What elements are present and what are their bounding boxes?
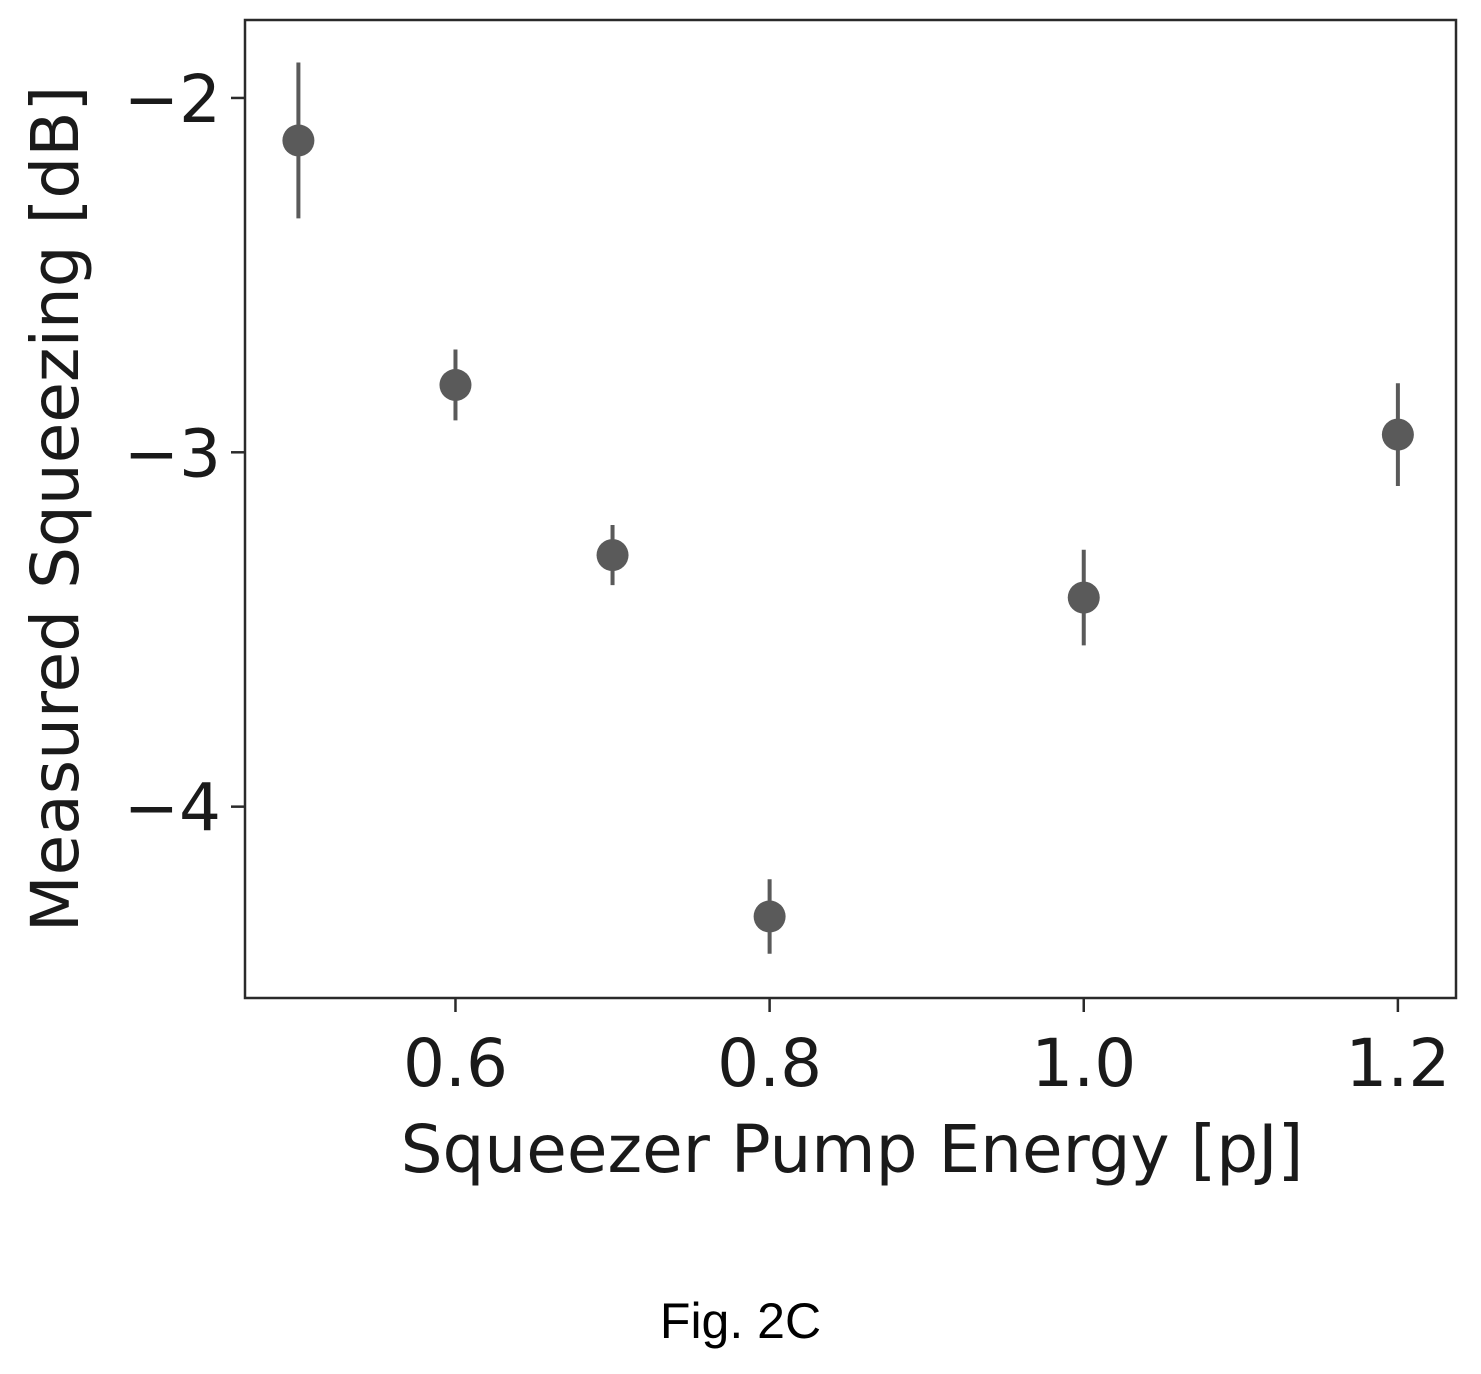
x-tick-label: 1.2: [1345, 1025, 1450, 1102]
y-tick-label: −3: [124, 415, 221, 492]
data-point: [1381, 418, 1414, 451]
y-tick-label: −4: [124, 770, 221, 847]
y-axis-ticks: −2 −3 −4: [124, 61, 245, 847]
y-axis-title: Measured Squeezing [dB]: [17, 86, 94, 933]
data-points: [282, 62, 1414, 954]
data-point: [439, 368, 472, 401]
x-tick-label: 0.6: [403, 1025, 508, 1102]
figure-caption: Fig. 2C: [659, 1293, 822, 1349]
x-tick-label: 0.8: [717, 1025, 822, 1102]
x-tick-label: 1.0: [1031, 1025, 1136, 1102]
data-point: [282, 124, 315, 157]
data-point: [1067, 581, 1100, 614]
y-tick-label: −2: [124, 61, 221, 138]
x-axis-title: Squeezer Pump Energy [pJ]: [401, 1111, 1304, 1188]
data-point: [596, 539, 629, 572]
plot-frame: [243, 18, 1458, 1000]
data-point: [753, 900, 786, 933]
x-axis-ticks: 0.6 0.8 1.0 1.2: [403, 998, 1450, 1102]
